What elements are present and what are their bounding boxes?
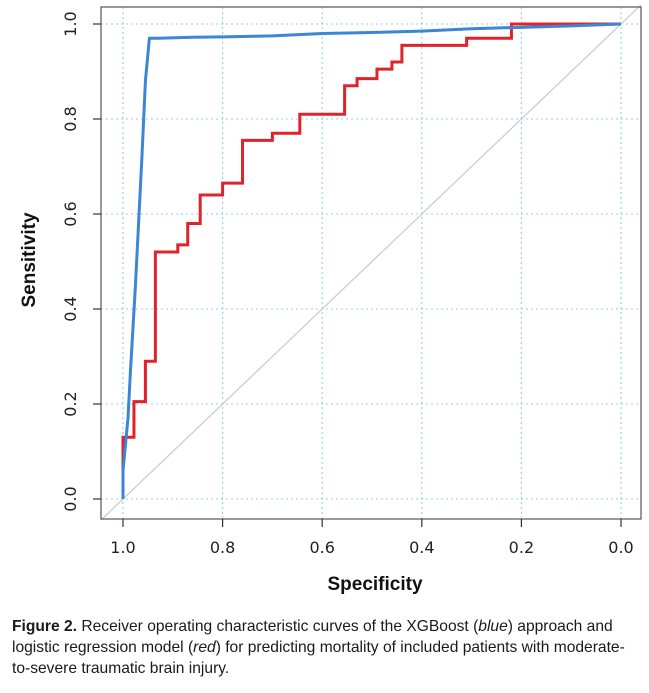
roc-chart: 1.0 0.8 0.6 0.4 0.2 0.0 0.0 0.2 0.4 0.6 0.8 1.0 Sp…	[19, 4, 642, 595]
x-axis: 1.0 0.8 0.6 0.4 0.2 0.0	[110, 519, 634, 557]
plot-frame	[100, 6, 642, 520]
y-axis: 0.0 0.2 0.4 0.6 0.8 1.0	[61, 11, 101, 512]
figure-label: Figure 2.	[12, 618, 77, 635]
x-tick-label-3: 0.4	[409, 538, 434, 557]
grid	[101, 7, 641, 519]
caption-text-1: Receiver operating characteristic curves…	[77, 618, 479, 635]
xgboost-curve	[121, 22, 622, 499]
caption-italic-blue: blue	[478, 618, 508, 635]
caption-text-3: ) for predicting mortality of included p…	[12, 639, 625, 677]
y-tick-label-1: 0.2	[61, 391, 80, 416]
y-tick-label-0: 0.0	[61, 486, 80, 511]
x-tick-label-5: 0.0	[608, 538, 633, 557]
y-tick-label-3: 0.6	[61, 201, 80, 226]
x-tick-label-1: 0.8	[210, 538, 235, 557]
logistic-regression-curve	[121, 22, 621, 499]
x-tick-label-0: 1.0	[110, 538, 135, 557]
caption-text-2: ) approach and logistic regression model…	[12, 618, 613, 656]
y-tick-label-4: 0.8	[61, 106, 80, 131]
y-axis-title: Sensitivity	[19, 212, 40, 307]
y-tick-label-5: 1.0	[61, 11, 80, 36]
x-tick-label-2: 0.6	[309, 538, 334, 557]
reference-diagonal	[100, 4, 642, 521]
series-group	[121, 22, 622, 499]
caption-italic-red: red	[193, 639, 216, 656]
y-tick-label-2: 0.4	[61, 296, 80, 321]
figure-caption: Figure 2. Receiver operating characteris…	[12, 616, 637, 679]
x-axis-title: Specificity	[327, 574, 422, 595]
x-tick-label-4: 0.2	[509, 538, 534, 557]
